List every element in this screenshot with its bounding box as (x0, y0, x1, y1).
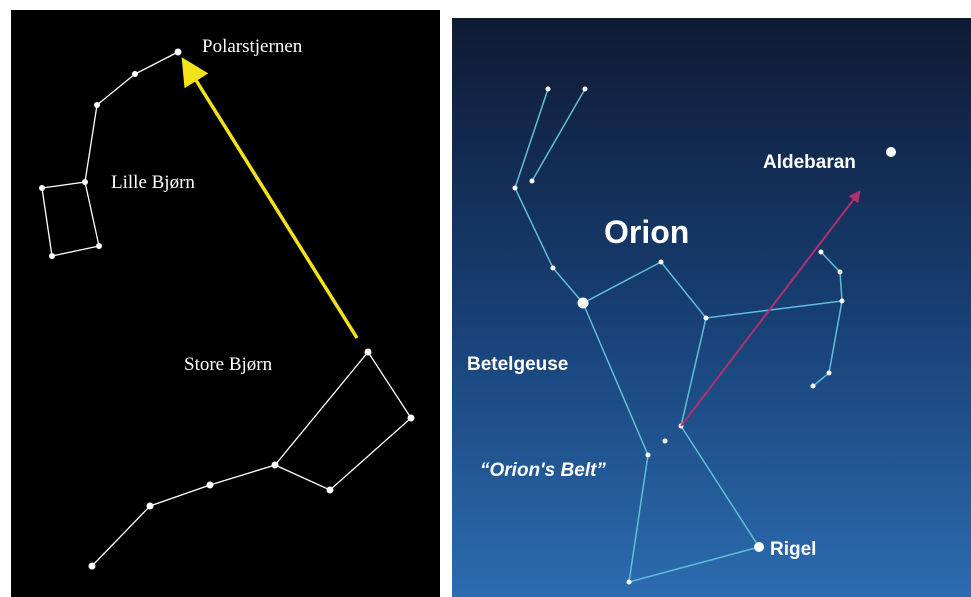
label: Betelgeuse (467, 354, 568, 375)
label: “Orion's Belt” (480, 460, 606, 481)
title: Orion (604, 214, 689, 250)
label: Store Bjørn (184, 354, 273, 375)
background (452, 18, 971, 597)
page: Polarstjernen Lille Bjørn Store Bjørn Or… (0, 0, 971, 597)
background (11, 10, 440, 597)
label: Aldebaran (763, 152, 856, 173)
label: Polarstjernen (202, 36, 303, 57)
left-panel: Polarstjernen Lille Bjørn Store Bjørn (11, 10, 440, 597)
label: Rigel (770, 539, 816, 560)
label: Lille Bjørn (111, 172, 195, 193)
star-charts: Polarstjernen Lille Bjørn Store Bjørn Or… (0, 0, 971, 597)
right-panel: Orion Aldebaran Betelgeuse “Orion's Belt… (452, 18, 971, 597)
